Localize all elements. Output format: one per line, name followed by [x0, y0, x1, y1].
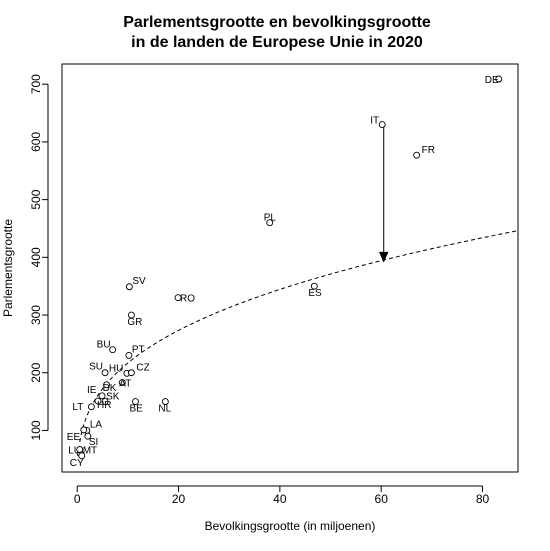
x-axis: 0 20 40 60 80: [74, 485, 490, 506]
y-tick-label: 300: [29, 305, 43, 325]
point-nl: [161, 398, 169, 406]
x-tick-label: 20: [172, 492, 186, 506]
y-axis-title: Parlementsgrootte: [1, 219, 15, 317]
x-axis-title: Bevolkingsgrootte (in miljoenen): [205, 519, 376, 533]
point-mt: [76, 446, 84, 453]
chart-title-line-1: Parlementsgrootte en bevolkingsgrootte: [123, 14, 431, 31]
x-tick-label: 80: [476, 492, 490, 506]
point-label-dk: DK: [103, 383, 117, 394]
point-hr: [94, 397, 102, 405]
point-be: [132, 398, 139, 406]
point-bu: [109, 346, 117, 354]
point-label-sv: SV: [132, 276, 146, 287]
chart-title-line-2: in de landen de Europese Unie in 2020: [131, 34, 423, 51]
point-label-ro: RO: [180, 294, 195, 305]
point-label-pt: PT: [132, 344, 145, 355]
point-label-ie: IE: [87, 385, 97, 396]
point-label-gr: GR: [127, 317, 142, 328]
point-label-si: SI: [89, 437, 98, 448]
arrow: [378, 125, 389, 263]
point-label-lu: LU: [68, 446, 81, 457]
point-label-hr: HR: [97, 400, 111, 411]
point-ie: [98, 392, 106, 400]
point-cz: [127, 369, 135, 377]
y-tick-label: 400: [29, 247, 43, 267]
y-tick-label: 700: [29, 74, 43, 94]
point-label-mt: MT: [83, 445, 97, 456]
point-es: [310, 282, 318, 290]
point-pt: [125, 351, 133, 359]
point-sk: [101, 398, 109, 406]
y-tick-label: 200: [29, 362, 43, 382]
point-pl: [266, 219, 274, 227]
point-label-ee: EE: [67, 432, 81, 443]
point-sv: [125, 283, 133, 291]
point-gr: [127, 311, 135, 319]
point-label-cz: CZ: [136, 363, 149, 374]
point-label-sk: SK: [106, 392, 120, 403]
x-tick-label: 40: [273, 492, 287, 506]
y-tick-label: 100: [29, 420, 43, 440]
point-si: [84, 432, 92, 440]
point-label-at: AT: [119, 379, 131, 390]
point-fr: [413, 151, 421, 159]
point-label-be: BE: [129, 404, 143, 415]
arrow-head: [378, 251, 389, 263]
y-tick-label: 600: [29, 132, 43, 152]
y-axis: 100 200 300 400 500 600 700: [29, 74, 49, 440]
point-label-nl: NL: [158, 404, 171, 415]
point-label-hu: HU: [109, 363, 123, 374]
point-label-it: IT: [370, 116, 379, 127]
point-label-es: ES: [308, 288, 322, 299]
point-label-fr: FR: [422, 145, 435, 156]
point-label-cy: CY: [70, 458, 84, 469]
point-label-pl: PL: [264, 213, 277, 224]
point-ee: [80, 426, 88, 434]
point-de: [495, 75, 503, 83]
point-at: [118, 379, 126, 387]
point-label-su: SU: [89, 362, 103, 373]
point-dk: [103, 381, 111, 389]
y-tick-label: 500: [29, 189, 43, 209]
point-label-de: DE: [485, 75, 499, 86]
point-cy: [78, 452, 86, 460]
point-su: [101, 369, 109, 377]
x-tick-label: 0: [74, 492, 81, 506]
point-ro: [174, 294, 182, 302]
point-lt: [87, 403, 95, 411]
point-label-la: LA: [90, 419, 103, 430]
data-points: DE IT FR PL ES SV RO GR BU PT SU HU CZ DK AT IE SK LT HR BE…: [67, 75, 503, 469]
x-tick-label: 60: [375, 492, 389, 506]
reference-curve: [79, 230, 519, 443]
point-it: [378, 121, 386, 129]
point-label-lt: LT: [72, 402, 83, 413]
point-label-bu: BU: [97, 340, 111, 351]
plot-box: [61, 63, 519, 473]
